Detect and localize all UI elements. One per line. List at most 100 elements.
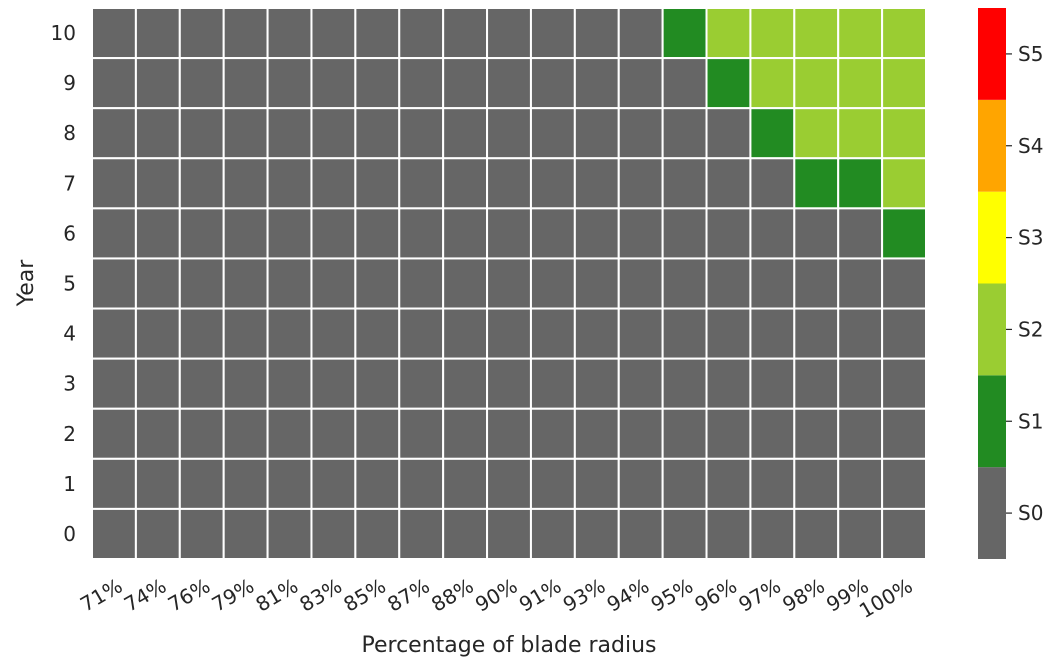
heatmap-cell <box>266 407 313 460</box>
heatmap-cell <box>134 157 181 210</box>
heatmap-cell <box>529 107 576 160</box>
heatmap-cell <box>617 307 664 360</box>
colorbar-tick-label: S0 <box>1018 501 1043 525</box>
heatmap-cell <box>749 257 796 310</box>
y-tick-label: 5 <box>63 272 76 296</box>
heatmap-cell <box>573 7 620 60</box>
heatmap-cell <box>134 207 181 260</box>
y-tick-label: 10 <box>51 21 76 45</box>
heatmap-cell <box>222 407 269 460</box>
heatmap-cell <box>266 57 313 110</box>
heatmap-cell <box>529 207 576 260</box>
heatmap-cell <box>881 457 928 510</box>
heatmap-cell <box>881 357 928 410</box>
heatmap-cell <box>178 157 225 210</box>
x-tick-label: 85% <box>339 574 389 617</box>
x-tick-label: 94% <box>603 574 653 617</box>
heatmap-cell <box>354 457 401 510</box>
heatmap-cell <box>222 457 269 510</box>
heatmap-cell <box>837 207 884 260</box>
heatmap-cell <box>573 457 620 510</box>
heatmap-cell <box>398 7 445 60</box>
heatmap-cell <box>178 57 225 110</box>
heatmap-cell <box>398 157 445 210</box>
heatmap-cell <box>486 57 532 110</box>
heatmap-cell <box>881 107 928 160</box>
heatmap-cell <box>529 257 576 310</box>
heatmap-cell <box>705 307 752 360</box>
heatmap-cell <box>661 407 708 460</box>
heatmap-cell <box>793 7 840 60</box>
heatmap-cell <box>91 357 137 410</box>
heatmap-cell <box>617 57 664 110</box>
x-tick-label: 71% <box>76 574 126 617</box>
heatmap-cell <box>529 507 576 560</box>
heatmap-cell <box>398 457 445 510</box>
colorbar-segment <box>978 283 1006 376</box>
heatmap-cell <box>837 57 884 110</box>
heatmap-cell <box>134 107 181 160</box>
heatmap-cell <box>178 407 225 460</box>
heatmap-cell <box>310 307 357 360</box>
heatmap-cell <box>442 7 489 60</box>
heatmap-cell <box>222 157 269 210</box>
heatmap-cell <box>442 207 489 260</box>
heatmap-cell <box>705 507 752 560</box>
heatmap-cell <box>881 7 928 60</box>
heatmap-cell <box>134 457 181 510</box>
heatmap-cell <box>661 457 708 510</box>
heatmap-cell <box>617 507 664 560</box>
heatmap-cell <box>442 257 489 310</box>
heatmap-cell <box>486 457 532 510</box>
heatmap-cell <box>705 7 752 60</box>
x-tick-label: 95% <box>647 574 697 617</box>
heatmap-cell <box>617 457 664 510</box>
heatmap-cell <box>91 157 137 210</box>
heatmap-cell <box>398 207 445 260</box>
heatmap-cell <box>486 207 532 260</box>
heatmap-cell <box>354 157 401 210</box>
heatmap-cell <box>486 157 532 210</box>
heatmap-cell <box>266 357 313 410</box>
y-tick-label: 4 <box>63 322 76 346</box>
heatmap-cell <box>837 407 884 460</box>
heatmap-cell <box>617 107 664 160</box>
heatmap-cell <box>705 257 752 310</box>
heatmap-cell <box>486 257 532 310</box>
heatmap-cell <box>354 57 401 110</box>
heatmap-cell <box>529 307 576 360</box>
heatmap-cell <box>881 207 928 260</box>
heatmap-cell <box>837 357 884 410</box>
heatmap-cell <box>705 107 752 160</box>
y-tick-label: 6 <box>63 221 76 245</box>
heatmap-cell <box>573 107 620 160</box>
x-tick-label: 83% <box>295 574 345 617</box>
heatmap-cell <box>222 357 269 410</box>
heatmap-cell <box>266 507 313 560</box>
heatmap-cell <box>134 307 181 360</box>
heatmap-cell <box>91 257 137 310</box>
heatmap-cell <box>310 507 357 560</box>
heatmap-cell <box>91 307 137 360</box>
heatmap-cell <box>442 157 489 210</box>
heatmap-cell <box>661 507 708 560</box>
heatmap-cell <box>573 357 620 410</box>
heatmap-cell <box>354 257 401 310</box>
heatmap-cell <box>398 257 445 310</box>
heatmap-cell <box>529 457 576 510</box>
y-tick-label: 2 <box>63 422 76 446</box>
heatmap-cell <box>398 107 445 160</box>
heatmap-cell <box>91 207 137 260</box>
x-tick-label: 93% <box>559 574 609 617</box>
heatmap-cell <box>749 7 796 60</box>
heatmap-cell <box>91 107 137 160</box>
heatmap-cell <box>354 407 401 460</box>
colorbar-segment <box>978 467 1006 559</box>
heatmap-cell <box>793 157 840 210</box>
heatmap-cell <box>529 7 576 60</box>
heatmap-cell <box>91 407 137 460</box>
heatmap-cell <box>837 307 884 360</box>
heatmap-cell <box>354 507 401 560</box>
heatmap-cell <box>573 257 620 310</box>
